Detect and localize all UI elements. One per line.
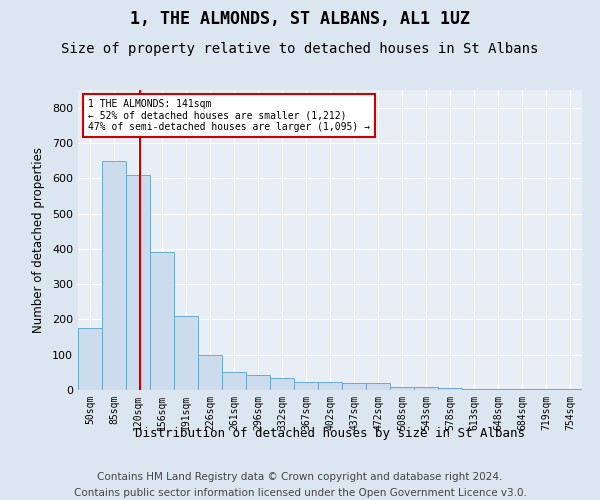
Text: 1 THE ALMONDS: 141sqm
← 52% of detached houses are smaller (1,212)
47% of semi-d: 1 THE ALMONDS: 141sqm ← 52% of detached … xyxy=(88,99,370,132)
Bar xyxy=(414,387,438,390)
Bar xyxy=(510,389,534,390)
Bar xyxy=(246,375,270,390)
Text: Contains HM Land Registry data © Crown copyright and database right 2024.: Contains HM Land Registry data © Crown c… xyxy=(97,472,503,482)
Text: Size of property relative to detached houses in St Albans: Size of property relative to detached ho… xyxy=(61,42,539,56)
Bar xyxy=(126,174,150,390)
Bar xyxy=(558,389,582,390)
Bar xyxy=(150,252,174,390)
Bar xyxy=(318,382,342,390)
Bar xyxy=(438,388,462,390)
Y-axis label: Number of detached properties: Number of detached properties xyxy=(32,147,45,333)
Bar xyxy=(486,388,510,390)
Bar xyxy=(174,316,198,390)
Bar xyxy=(462,388,486,390)
Bar xyxy=(534,389,558,390)
Bar xyxy=(366,383,390,390)
Text: Contains public sector information licensed under the Open Government Licence v3: Contains public sector information licen… xyxy=(74,488,526,498)
Text: Distribution of detached houses by size in St Albans: Distribution of detached houses by size … xyxy=(135,428,525,440)
Bar xyxy=(270,378,294,390)
Bar xyxy=(102,160,126,390)
Bar xyxy=(342,383,366,390)
Bar xyxy=(78,328,102,390)
Bar xyxy=(222,372,246,390)
Bar xyxy=(294,382,318,390)
Bar xyxy=(198,354,222,390)
Text: 1, THE ALMONDS, ST ALBANS, AL1 1UZ: 1, THE ALMONDS, ST ALBANS, AL1 1UZ xyxy=(130,10,470,28)
Bar xyxy=(390,387,414,390)
